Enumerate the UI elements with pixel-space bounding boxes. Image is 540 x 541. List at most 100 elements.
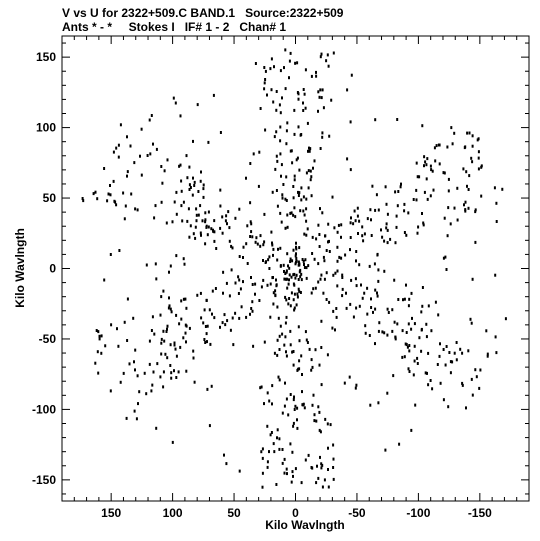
- uv-point: [275, 189, 278, 192]
- uv-point: [327, 64, 330, 68]
- uv-point: [135, 417, 138, 421]
- uv-point: [478, 386, 481, 390]
- uv-point: [170, 376, 173, 380]
- uv-point: [164, 352, 167, 356]
- uv-point: [295, 252, 297, 256]
- uv-point: [321, 131, 324, 135]
- uv-point: [399, 185, 402, 189]
- uv-point: [204, 341, 207, 344]
- uv-point: [238, 278, 241, 282]
- uv-point: [288, 59, 291, 63]
- uv-point: [407, 322, 410, 326]
- uv-point: [166, 158, 169, 162]
- uv-point: [377, 268, 380, 272]
- uv-point: [321, 485, 324, 489]
- uv-point: [292, 350, 295, 353]
- uv-point: [274, 167, 277, 171]
- uv-point: [471, 160, 474, 164]
- uv-point: [426, 371, 428, 375]
- uv-point: [168, 304, 171, 308]
- uv-point: [193, 380, 196, 384]
- uv-point: [328, 250, 331, 253]
- uv-point: [169, 343, 172, 347]
- uv-point: [251, 235, 254, 239]
- uv-point: [447, 206, 450, 210]
- uv-point: [257, 184, 260, 188]
- uv-point: [286, 213, 289, 217]
- uv-point: [262, 259, 264, 262]
- uv-point: [331, 326, 334, 330]
- uv-point: [238, 316, 241, 320]
- uv-point: [324, 234, 326, 238]
- uv-point: [133, 360, 135, 364]
- uv-point: [115, 203, 118, 207]
- uv-point: [267, 258, 270, 262]
- uv-point: [378, 321, 381, 325]
- uv-point: [284, 87, 287, 91]
- uv-point: [289, 329, 292, 333]
- uv-point: [168, 296, 170, 300]
- uv-point: [312, 393, 315, 397]
- uv-point: [249, 220, 252, 224]
- uv-point: [474, 368, 477, 372]
- uv-point: [148, 362, 151, 366]
- uv-point: [162, 289, 165, 293]
- uv-point: [289, 260, 292, 263]
- uv-point: [437, 313, 440, 317]
- uv-point: [188, 235, 191, 239]
- uv-point: [456, 186, 459, 190]
- uv-point: [415, 188, 418, 192]
- uv-point: [226, 222, 228, 226]
- uv-point: [159, 375, 162, 379]
- uv-point: [332, 273, 335, 277]
- uv-point: [421, 286, 424, 289]
- uv-point: [126, 135, 128, 139]
- uv-point: [299, 209, 302, 213]
- uv-point: [215, 247, 218, 250]
- uv-point: [395, 225, 398, 229]
- uv-point: [278, 437, 281, 441]
- uv-point: [242, 280, 244, 284]
- uv-point: [173, 343, 176, 347]
- uv-point: [450, 126, 453, 130]
- uv-point: [396, 118, 399, 121]
- uv-point: [349, 236, 352, 239]
- uv-point: [223, 453, 225, 457]
- uv-point: [332, 466, 335, 469]
- uv-point: [260, 450, 263, 454]
- uv-point: [155, 426, 158, 430]
- uv-point: [223, 313, 226, 317]
- uv-point: [318, 245, 321, 248]
- uv-point: [414, 403, 417, 407]
- y-tick-labels: 150 100 50 0 -50 -100 -150: [32, 50, 56, 487]
- uv-point: [287, 264, 289, 268]
- uv-point: [204, 325, 207, 328]
- uv-point: [298, 359, 301, 363]
- uv-point: [181, 219, 184, 223]
- uv-point: [179, 345, 182, 349]
- uv-point: [320, 273, 323, 277]
- uv-point: [254, 240, 257, 244]
- uv-point: [368, 334, 371, 337]
- uv-point: [289, 304, 292, 308]
- uv-point: [100, 351, 103, 355]
- uv-point: [303, 406, 306, 410]
- uv-point: [250, 230, 253, 234]
- uv-points: [81, 48, 507, 489]
- uv-point: [322, 255, 325, 259]
- uv-point: [402, 298, 404, 302]
- uv-point: [421, 304, 424, 308]
- uv-point: [279, 69, 282, 73]
- uv-point: [161, 181, 164, 185]
- uv-point: [219, 226, 222, 230]
- uv-point: [443, 171, 446, 175]
- uv-point: [246, 224, 249, 228]
- uv-point: [396, 322, 399, 326]
- uv-point: [204, 218, 207, 222]
- uv-point: [232, 343, 235, 347]
- uv-point: [203, 308, 206, 312]
- uv-point: [192, 232, 195, 236]
- x-tick-label: 50: [227, 506, 241, 520]
- uv-point: [228, 294, 231, 298]
- uv-point: [128, 362, 131, 366]
